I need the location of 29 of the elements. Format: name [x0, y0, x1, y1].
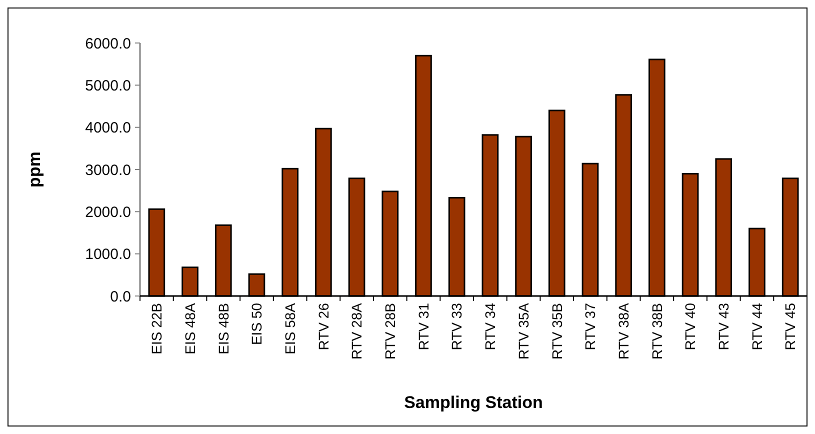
- x-tick-label: RTV 28B: [382, 303, 398, 360]
- x-tick-label: RTV 35A: [515, 302, 532, 360]
- x-tick-label: EIS 48B: [215, 303, 232, 354]
- y-tick-label: 1000.0: [85, 246, 131, 264]
- x-tick-label: RTV 35B: [548, 303, 565, 360]
- x-tick-label: EIS 58A: [282, 302, 298, 354]
- x-tick-label: RTV 38A: [615, 302, 632, 360]
- x-axis-title: Sampling Station: [404, 393, 543, 412]
- x-tick-label: RTV 45: [782, 302, 798, 350]
- y-tick-label: 2000.0: [85, 204, 131, 221]
- x-tick-label: RTV 37: [582, 302, 598, 350]
- y-tick-label: 0.0: [110, 288, 131, 306]
- y-tick-label: 5000.0: [85, 77, 131, 94]
- x-tick-label: RTV 28A: [348, 302, 365, 360]
- x-tick-label: EIS 48A: [182, 302, 198, 354]
- y-tick-label: 3000.0: [85, 162, 131, 179]
- x-tick-label: RTV 31: [415, 302, 432, 350]
- x-tick-label: RTV 34: [482, 302, 498, 350]
- y-tick-label: 4000.0: [85, 120, 131, 137]
- x-tick-label: EIS 22B: [148, 303, 165, 354]
- x-tick-label: RTV 38B: [648, 303, 665, 360]
- y-axis-title: ppm: [25, 152, 44, 188]
- x-tick-label: RTV 33: [448, 302, 465, 350]
- x-tick-label: RTV 43: [716, 302, 732, 350]
- x-tick-label: RTV 26: [315, 302, 332, 350]
- x-tick-label: EIS 50: [248, 302, 265, 346]
- y-tick-label: 6000.0: [85, 35, 131, 52]
- x-tick-label: RTV 40: [682, 302, 698, 350]
- x-tick-label: RTV 44: [748, 302, 765, 350]
